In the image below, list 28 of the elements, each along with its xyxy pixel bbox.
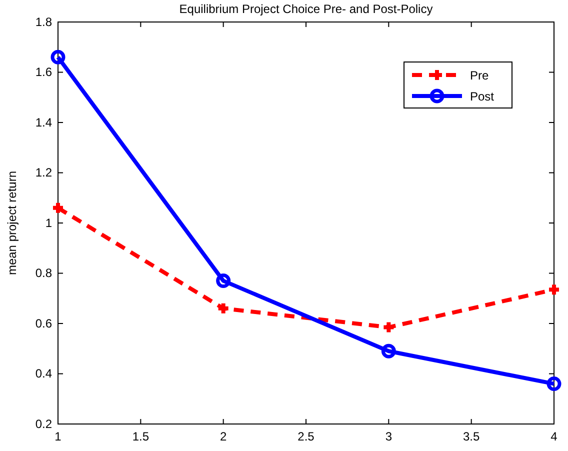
point xyxy=(382,320,396,334)
y-tick-label: 1.8 xyxy=(35,14,52,29)
x-tick-label: 1 xyxy=(54,430,62,444)
point xyxy=(50,50,66,64)
point xyxy=(547,282,561,297)
point xyxy=(546,376,562,392)
y-tick-label: 0.2 xyxy=(35,416,52,431)
point xyxy=(51,200,65,215)
y-tick-label: 1.2 xyxy=(35,166,52,180)
x-tick-label: 3 xyxy=(385,430,392,444)
y-tick-label: 1 xyxy=(45,216,52,230)
y-tick-label: 0.8 xyxy=(35,266,52,280)
x-tick-label: 2 xyxy=(220,430,227,444)
y-tick-label: 0.6 xyxy=(35,316,52,330)
x-tick-label: 2.5 xyxy=(298,430,315,444)
x-tick-label: 4 xyxy=(550,430,558,444)
y-axis-title: mean project return xyxy=(5,170,19,276)
y-tick-label: 0.4 xyxy=(35,366,52,381)
x-tick-label: 1.5 xyxy=(132,430,150,444)
y-tick-label: 1.6 xyxy=(35,65,52,80)
chart-title: Equilibrium Project Choice Pre- and Post-Policy xyxy=(179,2,433,16)
point xyxy=(216,301,230,316)
y-tick-label: 1.4 xyxy=(35,115,52,130)
x-tick-label: 3.5 xyxy=(462,430,480,444)
point xyxy=(216,274,231,288)
legend-label: Post xyxy=(470,90,495,104)
legend-label: Pre xyxy=(470,68,489,82)
point xyxy=(381,344,396,358)
